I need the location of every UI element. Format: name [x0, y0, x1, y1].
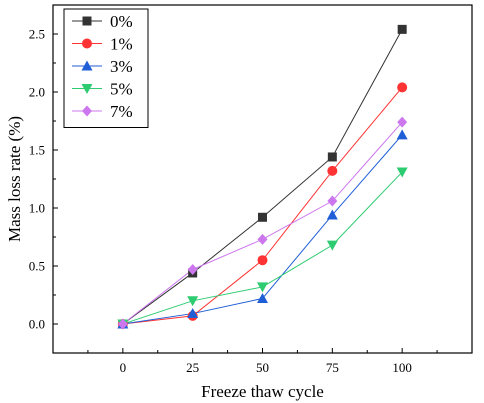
y-tick-label: 1.5 — [29, 143, 45, 158]
legend-marker-1 — [82, 38, 92, 49]
data-point-s3-1 — [187, 296, 199, 307]
legend-label-3: 5% — [110, 80, 133, 99]
y-tick-label: 0.5 — [29, 259, 45, 274]
x-tick-label: 75 — [326, 360, 339, 375]
legend-label-0: 0% — [110, 12, 133, 31]
x-axis-label: Freeze thaw cycle — [201, 382, 324, 401]
legend-marker-0 — [82, 16, 92, 26]
data-point-s3-3 — [326, 240, 338, 251]
x-tick-label: 25 — [186, 360, 199, 375]
series-line-0 — [122, 29, 403, 325]
data-point-s4-1 — [187, 263, 198, 275]
legend-label-1: 1% — [110, 35, 133, 54]
legend: 0% 1% 3% 5% 7% — [63, 8, 149, 128]
data-point-s1-4 — [397, 82, 408, 93]
legend-label-4: 7% — [110, 102, 133, 121]
x-tick-label: 100 — [392, 360, 412, 375]
data-point-s0-3 — [327, 152, 337, 162]
data-point-s2-1 — [187, 308, 199, 319]
y-tick-label: 0.0 — [29, 317, 45, 332]
data-point-s2-3 — [326, 209, 338, 220]
data-point-s0-2 — [258, 212, 267, 222]
data-point-s4-2 — [257, 233, 268, 245]
data-point-s1-2 — [257, 255, 268, 266]
y-tick-label: 2.0 — [29, 85, 45, 100]
legend-box — [63, 8, 149, 128]
data-point-s3-4 — [396, 167, 408, 178]
data-point-s1-3 — [327, 165, 338, 176]
legend-marker-3 — [81, 84, 93, 94]
data-point-s4-0 — [117, 318, 128, 330]
data-point-s0-4 — [397, 24, 407, 34]
data-point-s2-4 — [396, 129, 408, 140]
data-point-s4-4 — [397, 116, 408, 128]
plot-frame — [52, 4, 473, 354]
y-axis-label: Mass loss rate (%) — [5, 116, 24, 242]
x-tick-label: 0 — [120, 360, 127, 375]
series-markers — [117, 24, 408, 330]
y-tick-label: 1.0 — [29, 201, 45, 216]
data-point-s4-3 — [327, 195, 338, 207]
legend-marker-2 — [81, 60, 93, 71]
data-point-s3-2 — [257, 282, 268, 293]
y-tick-label: 2.5 — [29, 27, 45, 42]
legend-marker-4 — [82, 105, 92, 117]
data-point-s2-2 — [257, 292, 268, 303]
legend-label-2: 3% — [110, 57, 133, 76]
series-lines — [122, 29, 403, 325]
x-tick-label: 50 — [256, 360, 269, 375]
ticks-layer: 0 25 50 75 100 0.0 0.5 1.0 1.5 2.0 2.5 — [29, 27, 438, 375]
